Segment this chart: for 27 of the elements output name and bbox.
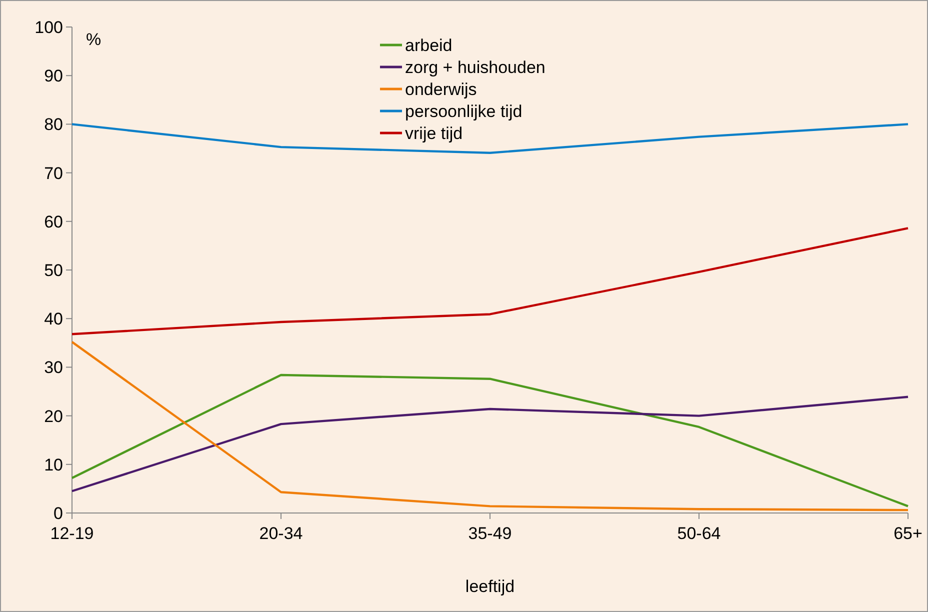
x-tick-label: 65+ — [894, 524, 922, 543]
x-tick-label: 20-34 — [259, 524, 303, 543]
y-tick-label: 80 — [44, 115, 63, 134]
y-tick-label: 20 — [44, 406, 63, 426]
line-series — [70, 396, 910, 492]
legend-label: zorg + huishouden — [405, 58, 546, 77]
legend-label: persoonlijke tijd — [405, 102, 522, 121]
line-series — [70, 123, 910, 154]
y-tick-label: 40 — [44, 310, 63, 329]
y-tick-label: 10 — [44, 455, 63, 474]
y-tick-label: 50 — [44, 260, 63, 280]
legend-label: onderwijs — [405, 80, 477, 99]
y-tick-label: 30 — [44, 358, 63, 378]
y-tick-label: 90 — [44, 66, 63, 86]
line-series — [70, 374, 910, 508]
y-axis-title: % — [86, 30, 102, 49]
x-tick-label: 50-64 — [677, 524, 721, 543]
legend-label: arbeid — [405, 36, 452, 55]
y-tick-label: 100 — [34, 18, 63, 37]
x-tick-label: 12-19 — [50, 524, 94, 543]
x-axis-title: leeftijd — [465, 577, 515, 596]
x-tick-label: 35-49 — [468, 524, 512, 543]
legend-label: vrije tijd — [405, 124, 463, 143]
line-series — [70, 227, 910, 336]
y-tick-label: 0 — [54, 504, 63, 523]
y-tick-label: 70 — [44, 164, 63, 183]
y-tick-label: 60 — [44, 212, 63, 232]
